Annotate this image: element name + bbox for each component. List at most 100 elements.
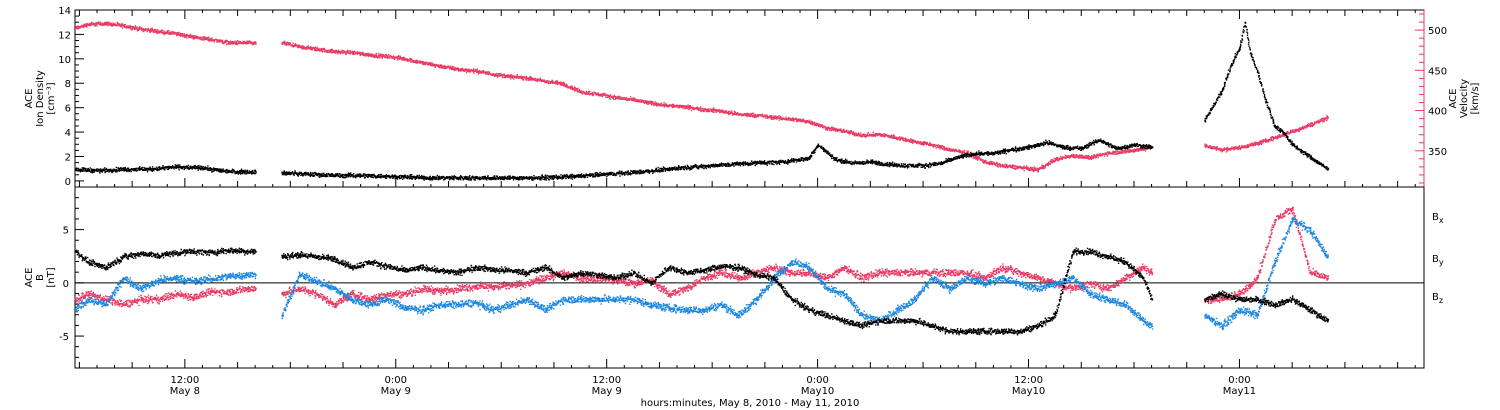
velocity-point (1226, 150, 1229, 152)
velocity-point (327, 50, 329, 52)
velocity-point (473, 72, 475, 74)
velocity-point (1048, 161, 1050, 164)
velocity-point (852, 131, 855, 133)
velocity-point (127, 25, 129, 27)
velocity-point (315, 50, 317, 52)
velocity-point (311, 49, 313, 51)
velocity-point (617, 97, 620, 99)
velocity-point (321, 51, 324, 53)
velocity-point (1144, 150, 1147, 152)
velocity-point (528, 78, 531, 80)
velocity-point (455, 67, 457, 69)
velocity-point (688, 108, 690, 111)
velocity-point (324, 50, 327, 52)
velocity-point (302, 46, 304, 48)
velocity-point (291, 44, 293, 46)
velocity-point (1125, 150, 1127, 153)
velocity-point (1324, 117, 1326, 119)
velocity-point (1035, 167, 1037, 170)
velocity-point (653, 104, 655, 106)
velocity-point (893, 136, 896, 138)
density-point (223, 170, 225, 173)
velocity-point (241, 42, 243, 44)
velocity-point (342, 52, 344, 54)
velocity-point (555, 81, 558, 84)
velocity-point (113, 23, 115, 26)
velocity-point (1033, 168, 1036, 170)
density-tick-label: 8 (65, 79, 71, 90)
velocity-point (225, 39, 227, 41)
velocity-point (794, 117, 797, 120)
velocity-point (881, 135, 883, 137)
velocity-point (672, 104, 674, 107)
density-point (143, 169, 145, 171)
density-tick-label: 10 (58, 55, 71, 66)
density-point (242, 169, 245, 172)
velocity-point (947, 148, 949, 150)
velocity-point (1119, 150, 1121, 153)
velocity-point (987, 162, 989, 164)
velocity-point (1088, 155, 1090, 157)
velocity-point (356, 51, 359, 53)
velocity-point (563, 85, 565, 87)
velocity-point (1296, 129, 1298, 131)
velocity-point (572, 89, 574, 91)
velocity-point (755, 116, 757, 118)
velocity-point (864, 136, 866, 138)
velocity-point (577, 87, 579, 89)
velocity-point (129, 26, 132, 29)
velocity-point (615, 98, 617, 100)
velocity-point (991, 161, 993, 163)
velocity-point (574, 87, 576, 89)
velocity-point (712, 111, 714, 113)
velocity-point (1134, 150, 1136, 153)
velocity-point (477, 70, 479, 72)
density-tick-label: 12 (58, 30, 71, 41)
density-axis-label-line: Ion Density (35, 70, 46, 127)
velocity-point (1061, 158, 1063, 160)
density-point (297, 175, 299, 177)
velocity-point (1080, 154, 1082, 156)
velocity-point (751, 115, 753, 117)
velocity-point (771, 116, 773, 118)
velocity-point (75, 26, 77, 28)
velocity-point (662, 103, 664, 106)
velocity-point (193, 36, 196, 39)
velocity-point (1244, 145, 1246, 147)
velocity-point (657, 104, 659, 106)
velocity-point (569, 86, 571, 89)
velocity-point (867, 131, 869, 134)
velocity-point (530, 79, 533, 81)
density-point (187, 164, 189, 167)
velocity-point (170, 33, 172, 35)
velocity-point (630, 96, 632, 98)
velocity-point (327, 51, 330, 54)
velocity-point (96, 22, 98, 24)
velocity-point (1281, 135, 1283, 137)
velocity-point (913, 141, 915, 143)
velocity-point (320, 50, 323, 52)
velocity-point (679, 106, 681, 108)
velocity-point (428, 62, 430, 64)
velocity-point (939, 148, 941, 150)
density-point (158, 166, 160, 168)
velocity-point (541, 79, 543, 81)
velocity-point (482, 70, 485, 72)
velocity-point (1144, 148, 1146, 150)
velocity-point (670, 104, 673, 106)
density-point (183, 166, 185, 168)
density-point (105, 171, 107, 173)
velocity-point (641, 101, 643, 103)
density-point (79, 169, 82, 172)
velocity-point (684, 107, 686, 110)
velocity-point (1012, 166, 1014, 168)
density-point (183, 167, 185, 169)
velocity-point (331, 48, 333, 51)
velocity-point (979, 159, 982, 161)
velocity-point (1223, 149, 1225, 151)
velocity-point (192, 37, 194, 39)
velocity-point (383, 55, 385, 58)
velocity-point (527, 79, 529, 81)
velocity-point (334, 51, 336, 53)
velocity-point (368, 53, 370, 55)
